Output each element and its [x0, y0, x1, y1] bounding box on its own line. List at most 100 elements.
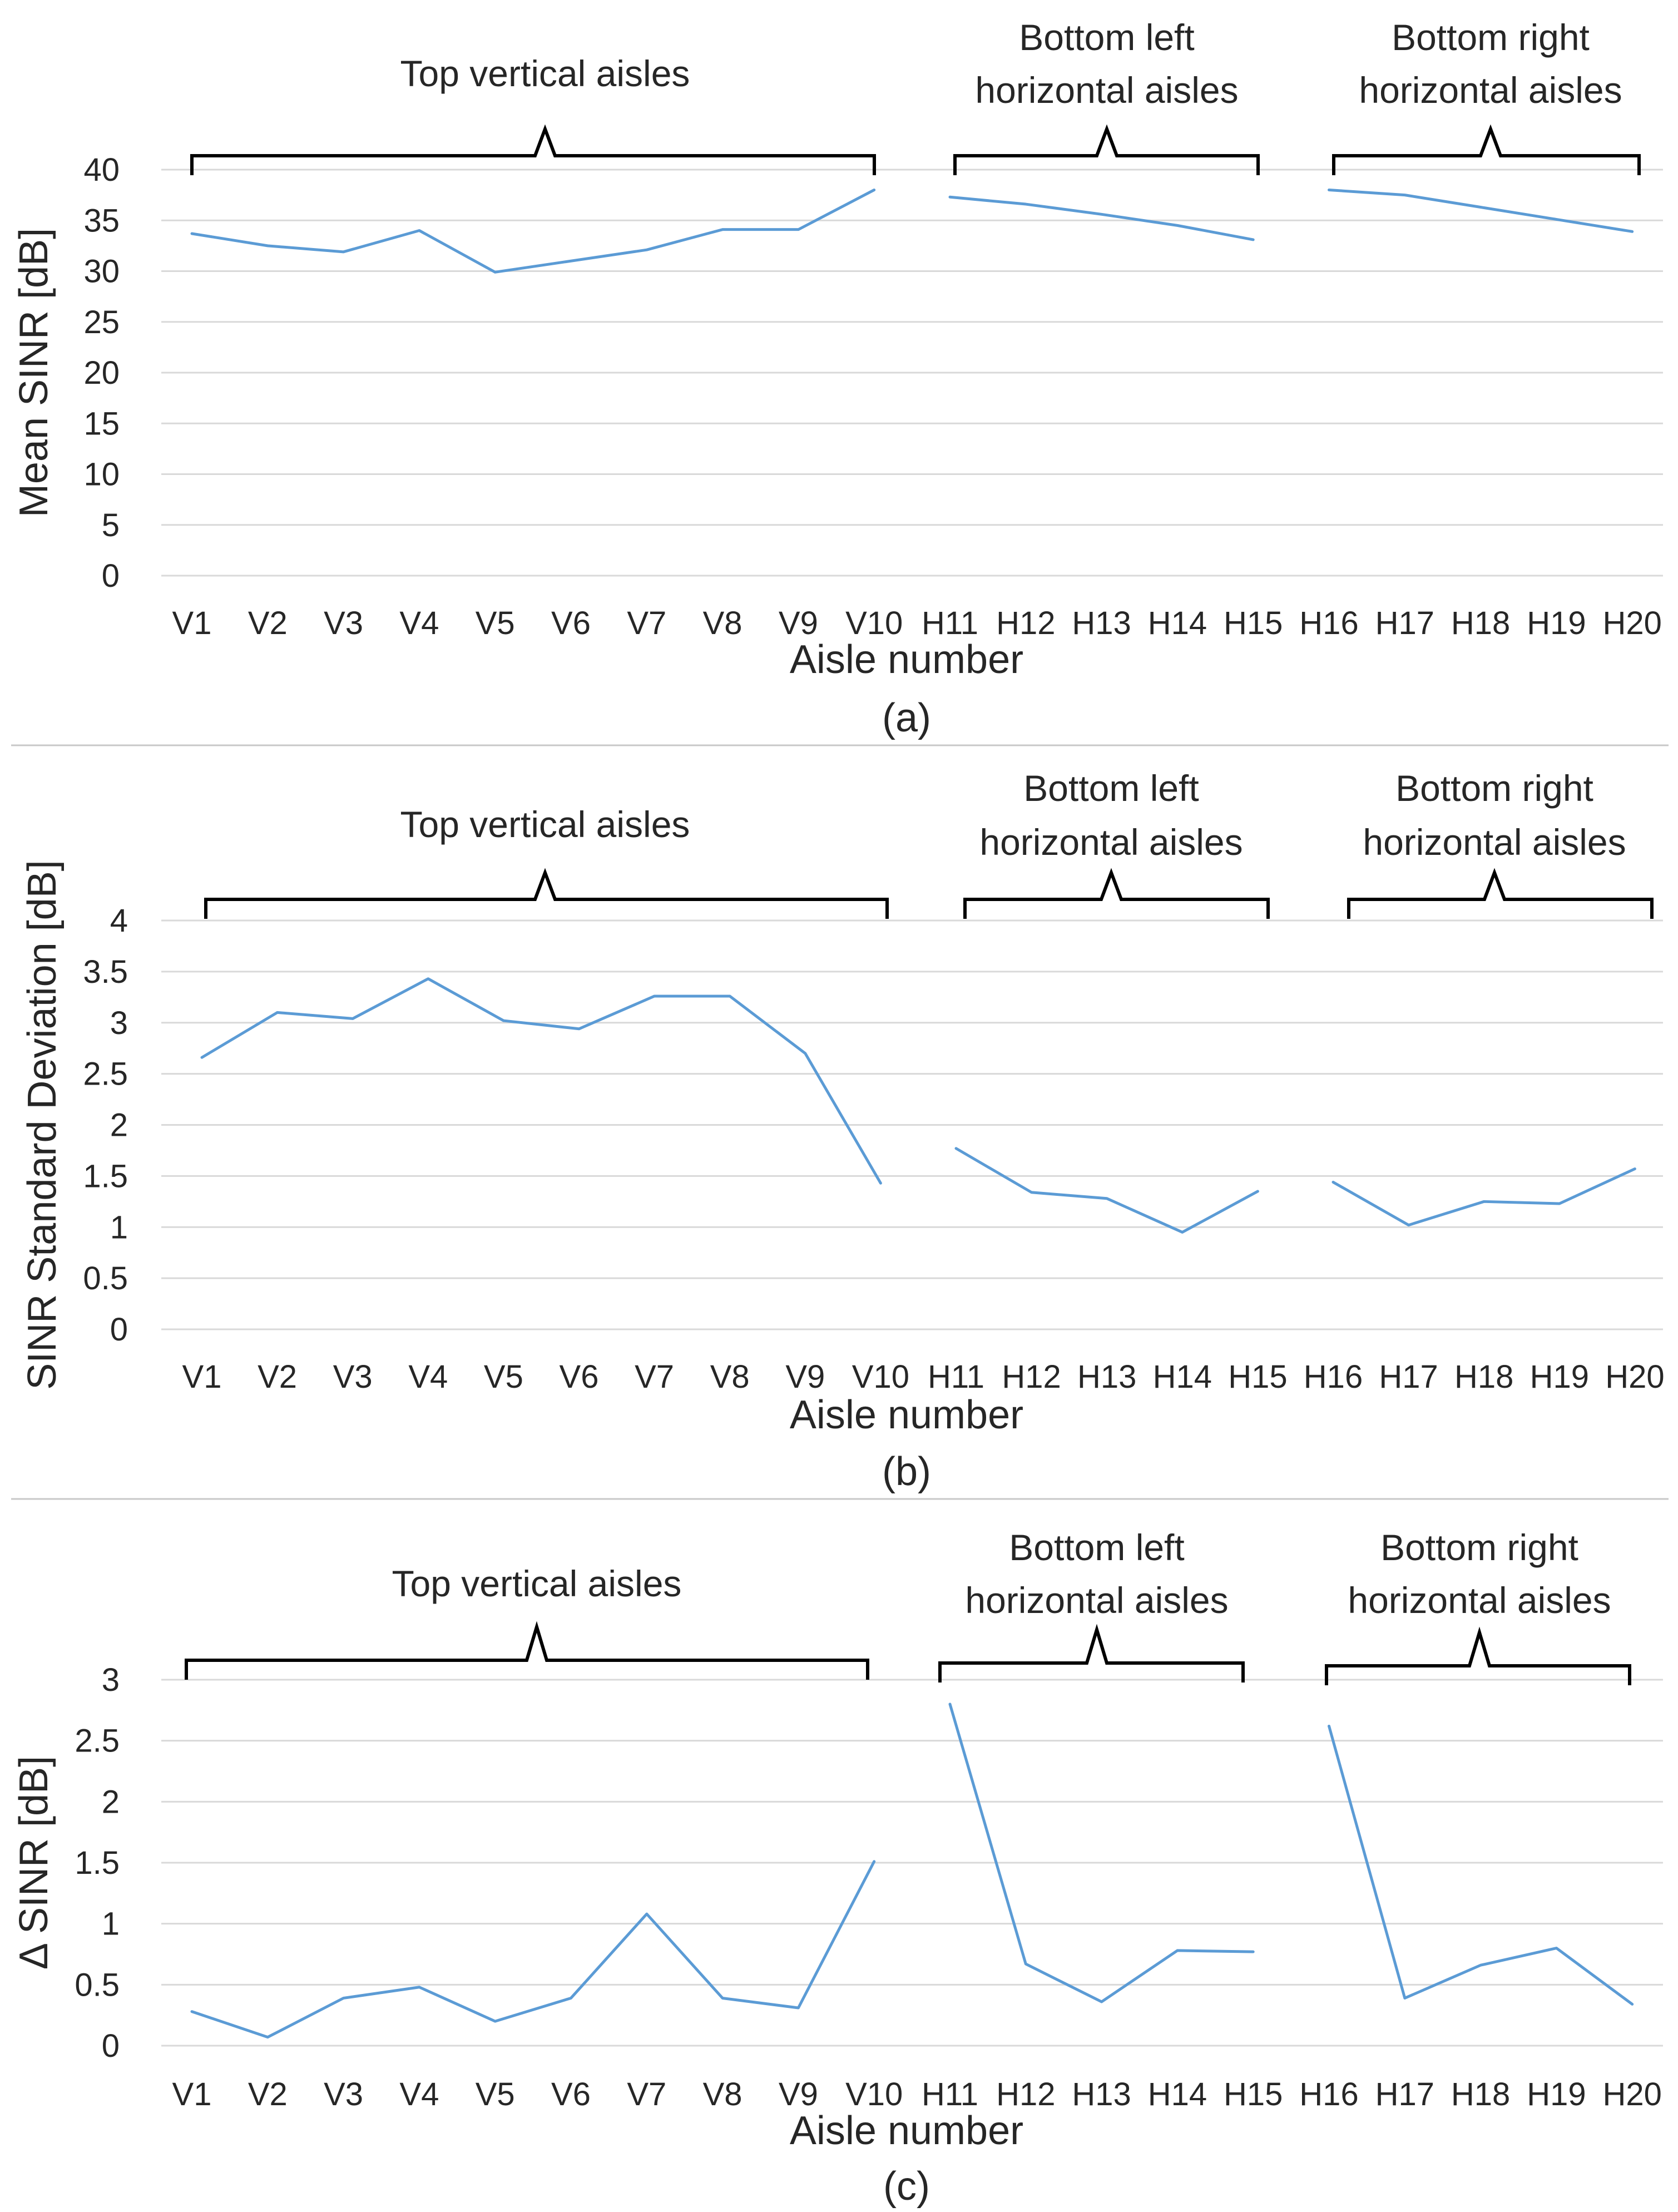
- group-label: Bottom right: [1380, 1527, 1578, 1568]
- x-tick-label: H19: [1527, 2076, 1586, 2112]
- x-tick-label: H15: [1224, 2076, 1283, 2112]
- group-label: Top vertical aisles: [400, 804, 690, 845]
- x-tick-label: H17: [1375, 2076, 1434, 2112]
- y-axis-title: SINR Standard Deviation [dB]: [20, 860, 65, 1390]
- x-tick-label: V10: [845, 605, 903, 641]
- y-tick-label: 10: [83, 457, 120, 493]
- group-label: horizontal aisles: [975, 70, 1238, 111]
- x-tick-label: H20: [1602, 2076, 1661, 2112]
- chart-panel-3: 0 0.5 1 1.5 2 2.5 3 V1 V2 V3 V4 V5 V6 V7 V8 V9 V10 H11 H12…: [12, 1527, 1663, 2209]
- group-label: horizontal aisles: [965, 1580, 1228, 1621]
- y-tick-label: 0: [102, 2028, 120, 2064]
- y-tick-label: 25: [83, 304, 120, 340]
- y-tick-label: 2: [110, 1107, 128, 1144]
- x-tick-label: V5: [476, 2076, 515, 2112]
- x-tick-label: V3: [324, 605, 363, 641]
- y-tick-label: 0.5: [75, 1967, 120, 2003]
- chart-panel-1: 0 5 10 15 20 25 30 35 40 V1 V2 V3 V4 V5 V6 V7 V8 V9 V10 H11…: [12, 17, 1663, 740]
- group-brace: [953, 124, 1260, 175]
- x-tick-label: H20: [1602, 605, 1661, 641]
- y-axis-title: Δ SINR [dB]: [12, 1756, 56, 1969]
- panel-caption: (c): [883, 2164, 930, 2209]
- x-tick-label: H18: [1451, 605, 1510, 641]
- x-tick-label: V7: [627, 2076, 666, 2112]
- group-label: Bottom left: [1023, 768, 1199, 809]
- x-tick-label: V6: [551, 2076, 591, 2112]
- y-tick-label: 20: [83, 355, 120, 391]
- x-tick-label: H12: [996, 2076, 1055, 2112]
- x-tick-label: H17: [1379, 1359, 1438, 1395]
- group-label: horizontal aisles: [1348, 1580, 1611, 1621]
- x-tick-label: H12: [996, 605, 1055, 641]
- group-brace: [1347, 868, 1654, 919]
- group-label: Bottom left: [1019, 17, 1194, 58]
- group-label: Bottom right: [1392, 17, 1590, 58]
- x-tick-label: V4: [399, 605, 439, 641]
- x-tick-label: H15: [1224, 605, 1283, 641]
- y-tick-label: 30: [83, 254, 120, 290]
- x-tick-label: V6: [551, 605, 591, 641]
- x-tick-label: V10: [852, 1359, 909, 1395]
- group-brace: [190, 124, 876, 175]
- series-line-segment: [190, 1860, 876, 2039]
- x-tick-label: V8: [710, 1359, 750, 1395]
- x-tick-label: V5: [484, 1359, 523, 1395]
- x-tick-label: H17: [1375, 605, 1434, 641]
- x-tick-label: V3: [333, 1359, 373, 1395]
- group-brace: [185, 1621, 869, 1680]
- panel-caption: (b): [882, 1449, 931, 1494]
- x-tick-label: V1: [172, 605, 212, 641]
- x-tick-label: H20: [1605, 1359, 1664, 1395]
- series-line-segment: [200, 977, 882, 1185]
- x-tick-label: V7: [627, 605, 666, 641]
- x-axis-title: Aisle number: [790, 637, 1023, 682]
- x-tick-label: V2: [248, 605, 288, 641]
- x-tick-label: H14: [1153, 1359, 1212, 1395]
- x-tick-label: H11: [922, 2076, 978, 2112]
- x-tick-label: V9: [779, 605, 818, 641]
- y-tick-label: 2: [102, 1784, 120, 1820]
- y-tick-label: 5: [102, 507, 120, 543]
- group-label: Bottom left: [1009, 1527, 1184, 1568]
- x-tick-label: H13: [1077, 1359, 1136, 1395]
- group-label: Bottom right: [1395, 768, 1593, 809]
- x-tick-label: H19: [1530, 1359, 1589, 1395]
- x-tick-label: V7: [635, 1359, 674, 1395]
- x-tick-label: V6: [560, 1359, 599, 1395]
- y-tick-label: 1.5: [83, 1158, 128, 1194]
- series-line-segment: [190, 189, 876, 274]
- x-tick-label: V8: [703, 2076, 743, 2112]
- y-tick-label: 3: [102, 1662, 120, 1698]
- x-tick-label: H16: [1299, 2076, 1358, 2112]
- y-axis-title: Mean SINR [dB]: [12, 228, 56, 517]
- x-tick-label: H18: [1451, 2076, 1510, 2112]
- y-tick-label: 15: [83, 405, 120, 442]
- x-tick-label: V4: [408, 1359, 448, 1395]
- x-tick-label: V8: [703, 605, 743, 641]
- group-brace: [204, 868, 889, 919]
- x-tick-label: H13: [1072, 2076, 1131, 2112]
- y-tick-label: 35: [83, 202, 120, 239]
- y-tick-label: 1.5: [75, 1845, 120, 1881]
- y-tick-label: 0: [110, 1312, 128, 1348]
- x-tick-label: V3: [324, 2076, 363, 2112]
- group-brace: [1332, 124, 1641, 175]
- x-tick-label: V9: [785, 1359, 825, 1395]
- x-tick-label: V10: [845, 2076, 903, 2112]
- y-tick-label: 1: [110, 1209, 128, 1245]
- x-tick-label: V5: [476, 605, 515, 641]
- y-tick-label: 0: [102, 558, 120, 594]
- x-axis-title: Aisle number: [790, 2109, 1023, 2153]
- group-brace: [1325, 1626, 1631, 1685]
- x-tick-label: H11: [922, 605, 978, 641]
- x-tick-label: H18: [1454, 1359, 1513, 1395]
- x-tick-label: H19: [1527, 605, 1586, 641]
- x-tick-label: H11: [928, 1359, 984, 1395]
- group-label: Top vertical aisles: [400, 53, 690, 94]
- group-label: Top vertical aisles: [392, 1563, 682, 1604]
- y-tick-label: 40: [83, 152, 120, 188]
- group-brace: [963, 868, 1270, 919]
- y-tick-label: 2.5: [75, 1723, 120, 1759]
- x-tick-label: H16: [1299, 605, 1358, 641]
- group-brace: [938, 1624, 1245, 1682]
